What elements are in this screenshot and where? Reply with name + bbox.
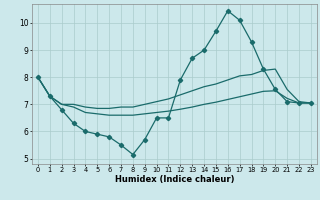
X-axis label: Humidex (Indice chaleur): Humidex (Indice chaleur) (115, 175, 234, 184)
